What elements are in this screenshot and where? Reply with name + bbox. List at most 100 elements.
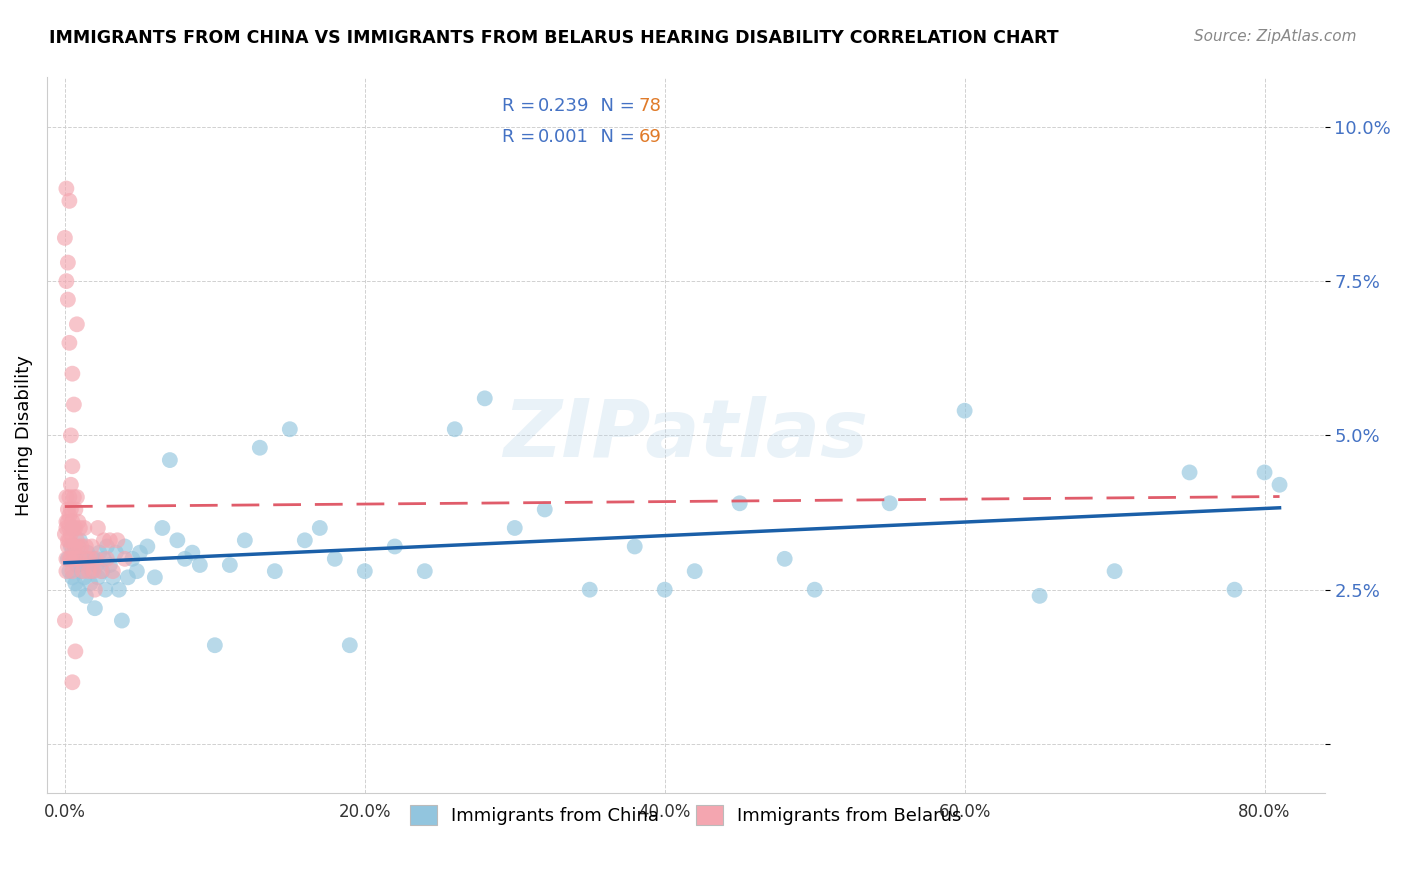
Point — [53, 527, 76, 541]
Point — [91, 564, 114, 578]
Point — [75, 540, 97, 554]
Point — [63, 551, 86, 566]
Point — [55, 181, 77, 195]
Point — [60, 367, 83, 381]
Point — [578, 582, 600, 597]
Text: Source: ZipAtlas.com: Source: ZipAtlas.com — [1194, 29, 1357, 44]
Point — [55, 490, 77, 504]
Point — [128, 546, 150, 560]
Point — [125, 564, 148, 578]
Point — [623, 540, 645, 554]
Point — [56, 551, 79, 566]
Point — [70, 564, 93, 578]
Legend: Immigrants from China, Immigrants from Belarus: Immigrants from China, Immigrants from B… — [401, 796, 970, 834]
Text: N =: N = — [589, 128, 640, 145]
Point — [53, 231, 76, 245]
Point — [73, 521, 96, 535]
Point — [60, 675, 83, 690]
Point — [65, 502, 87, 516]
Point — [173, 551, 195, 566]
Point — [63, 398, 86, 412]
Point — [443, 422, 465, 436]
Point — [70, 540, 93, 554]
Point — [66, 490, 89, 504]
Point — [59, 551, 82, 566]
Text: R =: R = — [502, 128, 541, 145]
Point — [1178, 466, 1201, 480]
Point — [98, 533, 121, 548]
Point — [55, 564, 77, 578]
Point — [86, 551, 108, 566]
Point — [72, 564, 94, 578]
Point — [80, 564, 103, 578]
Point — [339, 638, 361, 652]
Point — [233, 533, 256, 548]
Point — [105, 533, 128, 548]
Point — [56, 540, 79, 554]
Point — [63, 521, 86, 535]
Text: N =: N = — [589, 97, 640, 115]
Point — [104, 546, 127, 560]
Point — [159, 453, 181, 467]
Point — [59, 428, 82, 442]
Point — [114, 551, 136, 566]
Point — [55, 521, 77, 535]
Point — [294, 533, 316, 548]
Point — [66, 558, 89, 572]
Text: IMMIGRANTS FROM CHINA VS IMMIGRANTS FROM BELARUS HEARING DISABILITY CORRELATION : IMMIGRANTS FROM CHINA VS IMMIGRANTS FROM… — [49, 29, 1059, 46]
Point — [59, 502, 82, 516]
Point — [323, 551, 346, 566]
Point — [60, 459, 83, 474]
Point — [249, 441, 271, 455]
Point — [114, 540, 136, 554]
Point — [60, 570, 83, 584]
Point — [66, 558, 89, 572]
Point — [60, 521, 83, 535]
Point — [58, 508, 80, 523]
Point — [98, 558, 121, 572]
Point — [65, 540, 87, 554]
Y-axis label: Hearing Disability: Hearing Disability — [15, 355, 32, 516]
Text: 69: 69 — [638, 128, 661, 145]
Point — [58, 521, 80, 535]
Point — [87, 521, 110, 535]
Point — [166, 533, 188, 548]
Point — [56, 533, 79, 548]
Point — [474, 392, 496, 406]
Point — [683, 564, 706, 578]
Point — [188, 558, 211, 572]
Point — [58, 564, 80, 578]
Point — [58, 490, 80, 504]
Point — [90, 564, 112, 578]
Point — [79, 551, 101, 566]
Point — [65, 644, 87, 658]
Point — [58, 194, 80, 208]
Point — [218, 558, 240, 572]
Text: R =: R = — [502, 97, 541, 115]
Point — [82, 551, 104, 566]
Point — [136, 540, 159, 554]
Point — [83, 582, 105, 597]
Point — [204, 638, 226, 652]
Point — [56, 502, 79, 516]
Point — [879, 496, 901, 510]
Point — [58, 335, 80, 350]
Point — [384, 540, 406, 554]
Point — [1223, 582, 1246, 597]
Point — [60, 515, 83, 529]
Point — [86, 558, 108, 572]
Point — [89, 546, 111, 560]
Point — [59, 527, 82, 541]
Point — [263, 564, 285, 578]
Point — [69, 521, 91, 535]
Point — [87, 570, 110, 584]
Point — [58, 551, 80, 566]
Point — [66, 318, 89, 332]
Point — [79, 576, 101, 591]
Point — [108, 582, 131, 597]
Point — [82, 564, 104, 578]
Point — [93, 533, 115, 548]
Point — [69, 533, 91, 548]
Point — [353, 564, 375, 578]
Point — [55, 515, 77, 529]
